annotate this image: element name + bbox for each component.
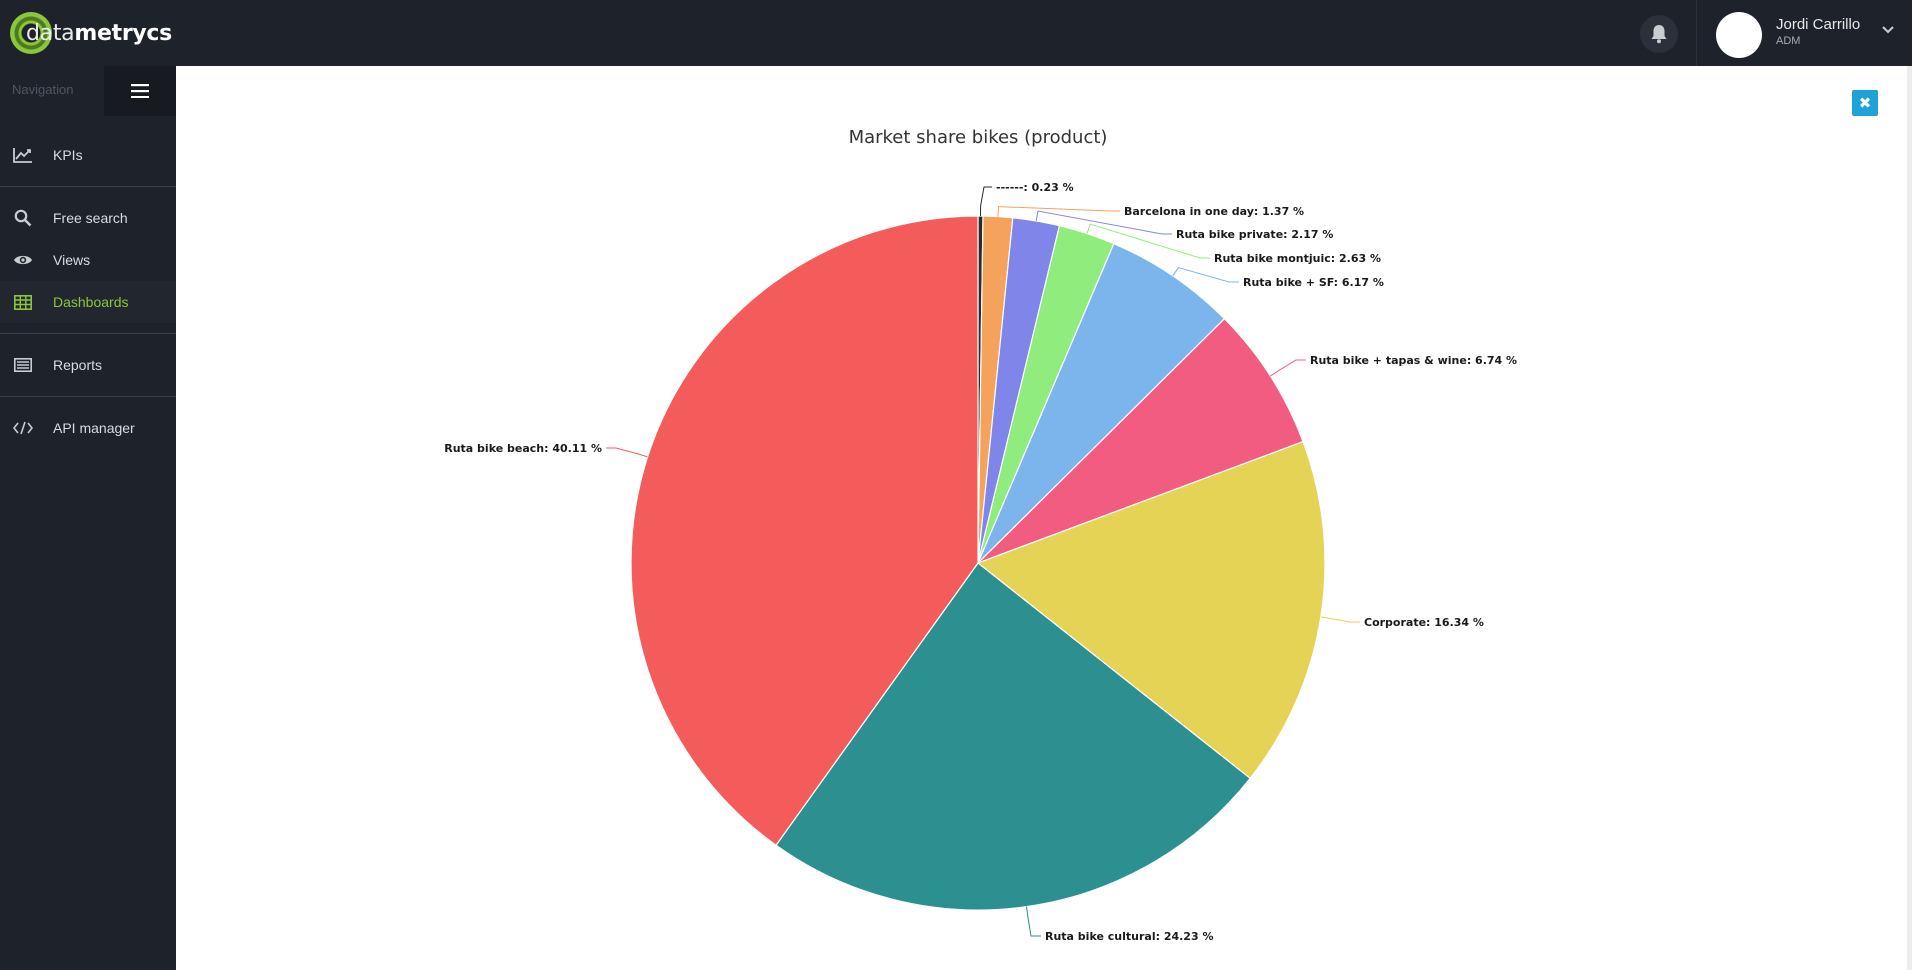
pie-connector [1035, 210, 1172, 235]
notifications-button[interactable] [1640, 15, 1678, 53]
table-grid-icon [12, 292, 34, 312]
scrollbar[interactable] [1907, 66, 1912, 970]
nav-divider [0, 396, 176, 397]
pie-data-label: Barcelona in one day: 1.37 % [1124, 205, 1304, 218]
pie-data-label: Ruta bike montjuic: 2.63 % [1214, 252, 1381, 265]
code-icon [12, 418, 34, 438]
line-chart-icon [12, 145, 34, 165]
pie-slice[interactable] [775, 562, 1251, 911]
pie-connector [1025, 906, 1041, 937]
chevron-down-icon[interactable] [1882, 26, 1894, 34]
logo[interactable]: datametrycs [10, 11, 172, 55]
close-button[interactable]: ✖ [1852, 90, 1878, 116]
logo-text: datametrycs [26, 21, 172, 46]
pie-data-label: Ruta bike private: 2.17 % [1176, 228, 1333, 241]
pie-slice[interactable] [630, 215, 979, 847]
search-icon [12, 208, 34, 228]
nav-divider [0, 333, 176, 334]
user-name[interactable]: Jordi Carrillo [1776, 16, 1861, 33]
chart-title: Market share bikes (product) [849, 127, 1108, 148]
pie-connector [1270, 359, 1306, 377]
pie-slice[interactable] [977, 242, 1226, 564]
sidebar: Navigation KPIs Free search Views Dashbo… [0, 66, 176, 970]
sidebar-item-label: Dashboards [53, 294, 129, 310]
list-report-icon [12, 355, 34, 375]
eye-icon [12, 250, 34, 270]
logo-text-light: data [26, 20, 75, 46]
sidebar-item-reports[interactable]: Reports [0, 344, 176, 386]
pie-data-label: ------: 0.23 % [996, 181, 1074, 194]
pie-data-label: Corporate: 16.34 % [1364, 616, 1484, 629]
sidebar-item-dashboards[interactable]: Dashboards [0, 281, 176, 323]
pie-data-label: Ruta bike + SF: 6.17 % [1243, 276, 1384, 289]
sidebar-item-label: Free search [53, 210, 128, 226]
user-role: ADM [1776, 35, 1801, 47]
pie-connector [606, 447, 648, 458]
sidebar-toggle-button[interactable] [104, 66, 176, 116]
pie-data-label: Ruta bike beach: 40.11 % [444, 442, 602, 455]
pie-connector [1320, 616, 1360, 623]
sidebar-item-views[interactable]: Views [0, 239, 176, 281]
sidebar-item-label: Reports [53, 357, 103, 373]
pie-data-label: Ruta bike cultural: 24.23 % [1045, 930, 1213, 943]
logo-mark-icon [10, 12, 52, 54]
sidebar-item-kpis[interactable]: KPIs [0, 134, 176, 176]
pie-connector [1172, 266, 1239, 283]
pie-data-label: Ruta bike + tapas & wine: 6.74 % [1310, 354, 1517, 367]
navigation-label: Navigation [12, 82, 74, 97]
sidebar-item-free-search[interactable]: Free search [0, 197, 176, 239]
sidebar-item-label: API manager [53, 420, 135, 436]
pie-slice[interactable] [976, 440, 1326, 780]
pie-slice[interactable] [977, 317, 1304, 564]
top-bar: datametrycs Jordi Carrillo ADM [0, 0, 1912, 66]
sidebar-item-label: KPIs [53, 147, 83, 163]
pie-connector [997, 206, 1120, 217]
bell-icon [1651, 25, 1667, 44]
logo-text-bold: metrycs [74, 20, 172, 46]
topbar-divider [1696, 0, 1697, 66]
hamburger-icon [131, 84, 149, 98]
pie-connector [1086, 223, 1210, 259]
nav-divider [0, 186, 176, 187]
pie-connector [980, 186, 992, 217]
avatar[interactable] [1716, 12, 1762, 58]
sidebar-item-label: Views [53, 252, 91, 268]
sidebar-item-api-manager[interactable]: API manager [0, 407, 176, 449]
